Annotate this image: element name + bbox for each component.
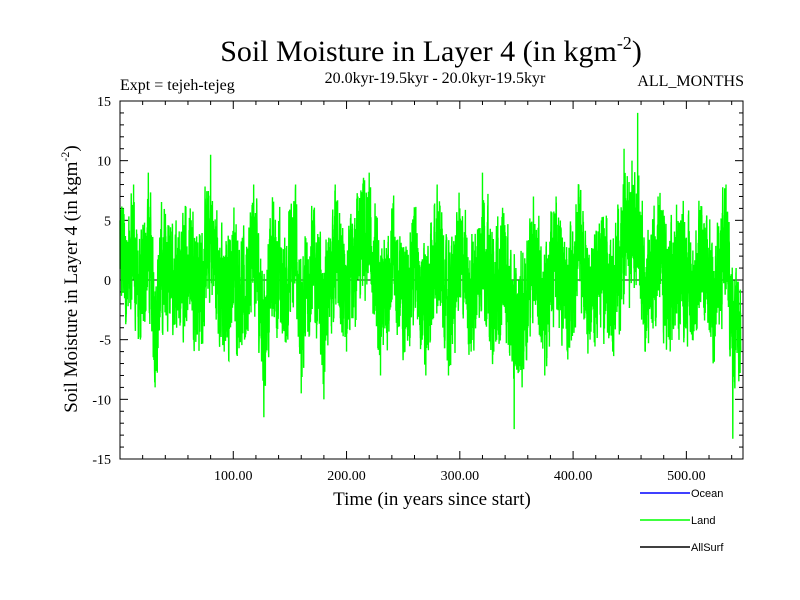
x-tick-label: 500.00: [667, 469, 706, 484]
chart-title: Soil Moisture in Layer 4 (in kgm-2): [220, 33, 642, 68]
legend-label-allsurf: AllSurf: [691, 542, 724, 554]
series-land-line: [119, 112, 742, 439]
legend: Ocean Land AllSurf: [640, 488, 724, 554]
x-axis-label: Time (in years since start): [333, 489, 531, 510]
y-tick-label: -15: [92, 453, 111, 468]
x-tick-label: 300.00: [441, 469, 480, 484]
months-label: ALL_MONTHS: [637, 73, 744, 90]
y-axis-label: Soil Moisture in Layer 4 (in kgm-2): [58, 145, 82, 413]
legend-label-ocean: Ocean: [691, 488, 723, 500]
x-tick-label: 200.00: [327, 469, 366, 484]
plot-frame: [119, 100, 744, 460]
x-tick-label: 100.00: [214, 469, 253, 484]
y-tick-label: 15: [97, 95, 111, 110]
y-tick-label: -5: [99, 334, 111, 349]
y-tick-label: -10: [92, 393, 111, 408]
y-tick-label: 5: [104, 214, 111, 229]
legend-label-land: Land: [691, 515, 715, 527]
y-tick-label: 0: [104, 274, 111, 289]
x-tick-label: 400.00: [554, 469, 593, 484]
axis-tick-labels: -15 -10 -5 0 5 10 15 100.00 200.00 300.00 400.00 50…: [92, 95, 705, 484]
time-range-label: 20.0kyr-19.5kyr - 20.0kyr-19.5kyr: [325, 70, 546, 87]
experiment-label: Expt = tejeh-tejeg: [120, 77, 235, 94]
y-tick-label: 10: [97, 155, 111, 170]
